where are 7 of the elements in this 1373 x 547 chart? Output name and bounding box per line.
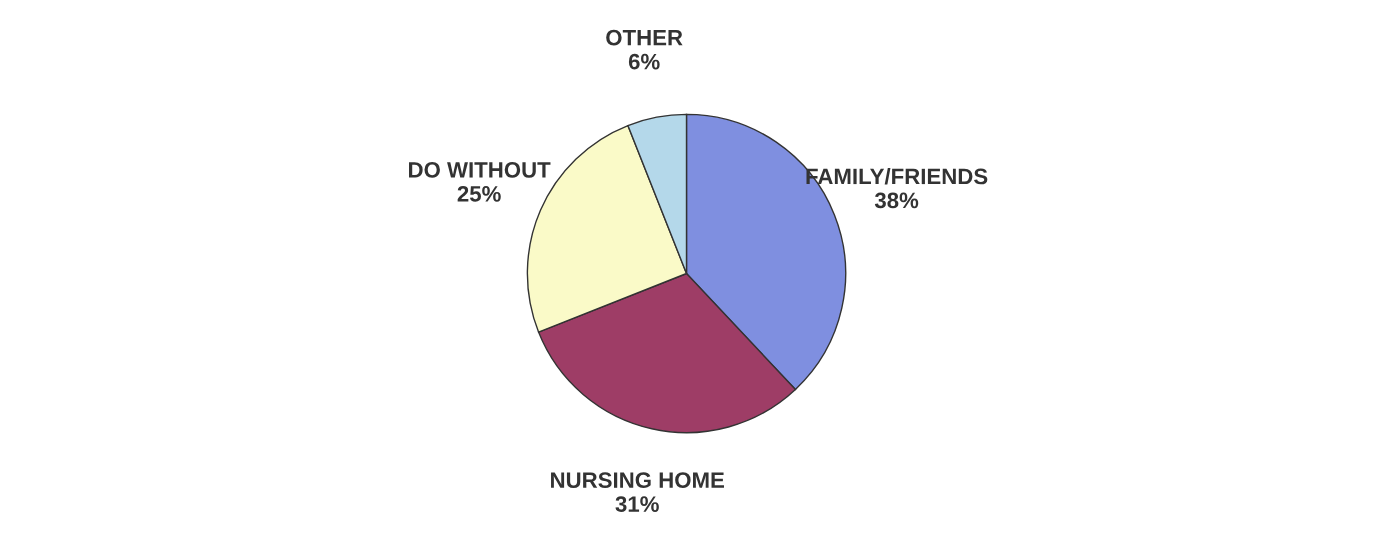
slice-label: OTHER bbox=[606, 29, 683, 46]
slice-label: NURSING HOME bbox=[551, 472, 724, 489]
data-label: 31% bbox=[615, 496, 659, 512]
data-label: 25% bbox=[457, 185, 501, 202]
data-label: 38% bbox=[874, 192, 919, 209]
data-label: 6% bbox=[628, 53, 660, 70]
slice-label: DO WITHOUT bbox=[409, 162, 551, 178]
